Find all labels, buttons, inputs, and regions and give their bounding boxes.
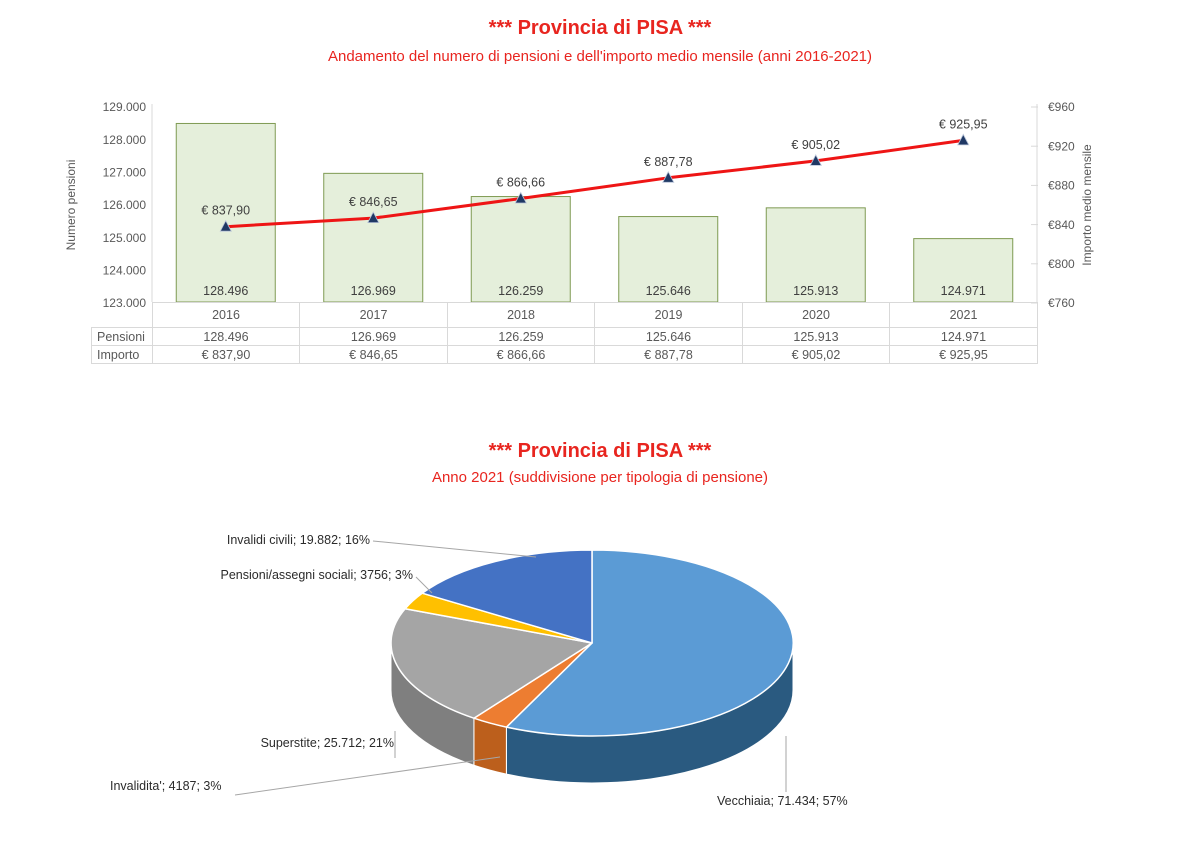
table-cell-pensioni-2016: 128.496 — [152, 327, 300, 346]
bar-value-label-2019: 125.646 — [646, 284, 691, 298]
table-rowheader-pensioni: Pensioni — [91, 327, 153, 346]
bar-2020 — [765, 207, 866, 303]
combo-chart-subtitle: Andamento del numero di pensioni e dell'… — [327, 48, 873, 65]
table-cell-pensioni-2021: 124.971 — [889, 327, 1038, 346]
table-cell-importo-2019: € 887,78 — [594, 345, 743, 364]
table-cell-importo-2017: € 846,65 — [299, 345, 448, 364]
left-axis-title: Numero pensioni — [64, 160, 78, 251]
bar-2019 — [618, 216, 719, 303]
pie-label-invalidita: Invalidita'; 4187; 3% — [110, 779, 222, 793]
table-year-2020: 2020 — [742, 302, 890, 328]
table-rowheader-importo: Importo — [91, 345, 153, 364]
line-marker-2017 — [367, 211, 380, 224]
table-cell-pensioni-2018: 126.259 — [447, 327, 595, 346]
right-axis-tick-label: €760 — [1048, 296, 1075, 310]
table-cell-importo-2020: € 905,02 — [742, 345, 890, 364]
table-cell-pensioni-2017: 126.969 — [299, 327, 448, 346]
line-marker-2016 — [219, 219, 232, 232]
left-axis-tick-label: 124.000 — [103, 264, 147, 278]
line-value-label-2019: € 887,78 — [644, 155, 693, 169]
bar-value-label-2016: 128.496 — [203, 284, 248, 298]
table-year-2017: 2017 — [299, 302, 448, 328]
line-value-label-2018: € 866,66 — [496, 176, 545, 190]
left-axis-tick-label: 126.000 — [103, 198, 147, 212]
pie-chart-subtitle: Anno 2021 (suddivisione per tipologia di… — [431, 469, 769, 486]
right-axis-tick-label: €960 — [1048, 100, 1075, 114]
table-year-2021: 2021 — [889, 302, 1038, 328]
pie-label-pensioni-assegni-sociali: Pensioni/assegni sociali; 3756; 3% — [220, 568, 413, 582]
bar-value-label-2017: 126.969 — [351, 284, 396, 298]
left-axis-tick-label: 127.000 — [103, 166, 147, 180]
pie-slice-superstite — [390, 608, 593, 719]
bar-2018 — [470, 196, 571, 303]
importo-line — [224, 138, 965, 229]
line-value-label-2016: € 837,90 — [201, 204, 250, 218]
table-cell-importo-2016: € 837,90 — [152, 345, 300, 364]
bar-2017 — [323, 172, 424, 303]
table-corner-cell — [91, 302, 153, 328]
line-value-label-2017: € 846,65 — [349, 195, 398, 209]
right-axis-tick-label: €840 — [1048, 218, 1075, 232]
table-cell-pensioni-2019: 125.646 — [594, 327, 743, 346]
left-axis-tick-label: 125.000 — [103, 231, 147, 245]
line-value-label-2020: € 905,02 — [791, 138, 840, 152]
line-marker-2021 — [957, 133, 970, 146]
right-axis-tick-label: €800 — [1048, 257, 1075, 271]
pie-label-invalidi-civili: Invalidi civili; 19.882; 16% — [226, 533, 370, 547]
pie-slice-invalidi-civili — [421, 549, 593, 644]
bar-2021 — [913, 238, 1014, 303]
table-cell-importo-2018: € 866,66 — [447, 345, 595, 364]
table-cell-pensioni-2020: 125.913 — [742, 327, 890, 346]
pie-label-vecchiaia: Vecchiaia; 71.434; 57% — [717, 794, 848, 808]
right-axis-tick-label: €920 — [1048, 139, 1075, 153]
pie-leader-invalidita — [234, 756, 501, 796]
line-marker-2020 — [809, 154, 822, 166]
line-marker-2018 — [514, 191, 527, 204]
combo-chart-data-table: 2016 2017 2018 2019 2020 2021 Pensioni 128.496 1… — [91, 302, 1038, 364]
table-cell-importo-2021: € 925,95 — [889, 345, 1038, 364]
bar-value-label-2018: 126.259 — [498, 284, 543, 298]
line-marker-2019 — [662, 170, 675, 183]
left-axis-tick-label: 129.000 — [103, 100, 147, 114]
bar-2016 — [175, 122, 276, 303]
left-axis-tick-label: 128.000 — [103, 133, 147, 147]
line-value-label-2021: € 925,95 — [939, 117, 988, 131]
pie-chart-title: *** Provincia di PISA *** — [488, 440, 712, 462]
combo-table: 2016 2017 2018 2019 2020 2021 Pensioni 128.496 1… — [91, 302, 1038, 364]
bar-value-label-2021: 124.971 — [941, 284, 986, 298]
combo-chart-title: *** Provincia di PISA *** — [488, 17, 712, 39]
pie-slice-vecchiaia — [505, 549, 794, 737]
pie-label-superstite: Superstite; 25.712; 21% — [260, 736, 394, 750]
bar-value-label-2020: 125.913 — [793, 284, 838, 298]
table-year-2016: 2016 — [152, 302, 300, 328]
pie-leader-invalidi-civili — [372, 540, 537, 558]
right-axis-tick-label: €880 — [1048, 179, 1075, 193]
right-axis-title: Importo medio mensile — [1080, 144, 1094, 266]
table-year-2018: 2018 — [447, 302, 595, 328]
pie-leader-pensioni-assegni-sociali — [415, 576, 433, 594]
table-year-2019: 2019 — [594, 302, 743, 328]
